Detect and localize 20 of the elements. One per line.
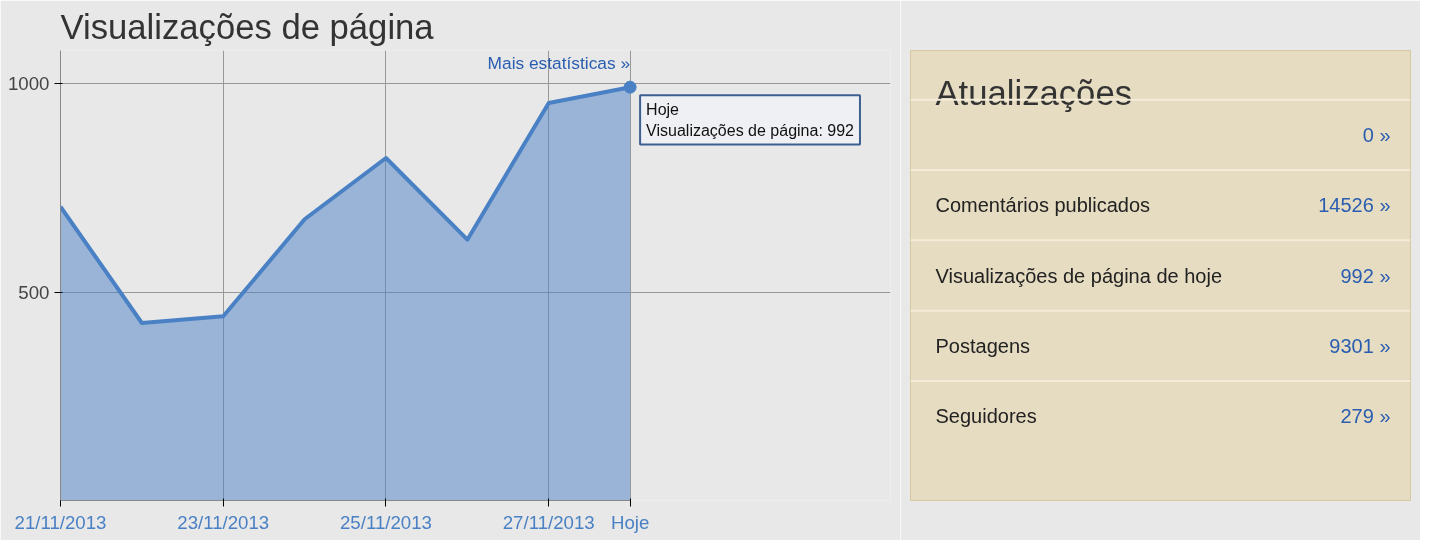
text: Atualizações — [935, 73, 1132, 112]
data-label: 9301 » — [1329, 334, 1391, 357]
x-tick-label: 27/11/2013 — [502, 511, 595, 533]
category-label: Postagens — [935, 334, 1031, 357]
data-label: 279 » — [1340, 405, 1391, 428]
y-tick-label: 1000 — [8, 73, 50, 95]
data-label: 14526 » — [1318, 194, 1391, 217]
x-tick-label: 25/11/2013 — [340, 511, 432, 533]
x-tick-label: Hoje — [610, 511, 650, 533]
data-label: 992 » — [1340, 264, 1391, 287]
category-label: Seguidores — [935, 405, 1037, 428]
data-label: 0 » — [1362, 123, 1391, 146]
text: Mais estatísticas » — [487, 52, 631, 73]
y-tick-label: 500 — [18, 281, 50, 303]
category-label: Comentários publicados — [935, 194, 1151, 217]
x-tick-label: 21/11/2013 — [14, 511, 107, 533]
chart-title: Visualizações de página — [60, 7, 435, 46]
annotation: Hoje Visualizações de página: 992 — [646, 101, 855, 139]
category-label: Visualizações de página de hoje — [935, 264, 1223, 287]
x-tick-label: 23/11/2013 — [177, 511, 270, 533]
